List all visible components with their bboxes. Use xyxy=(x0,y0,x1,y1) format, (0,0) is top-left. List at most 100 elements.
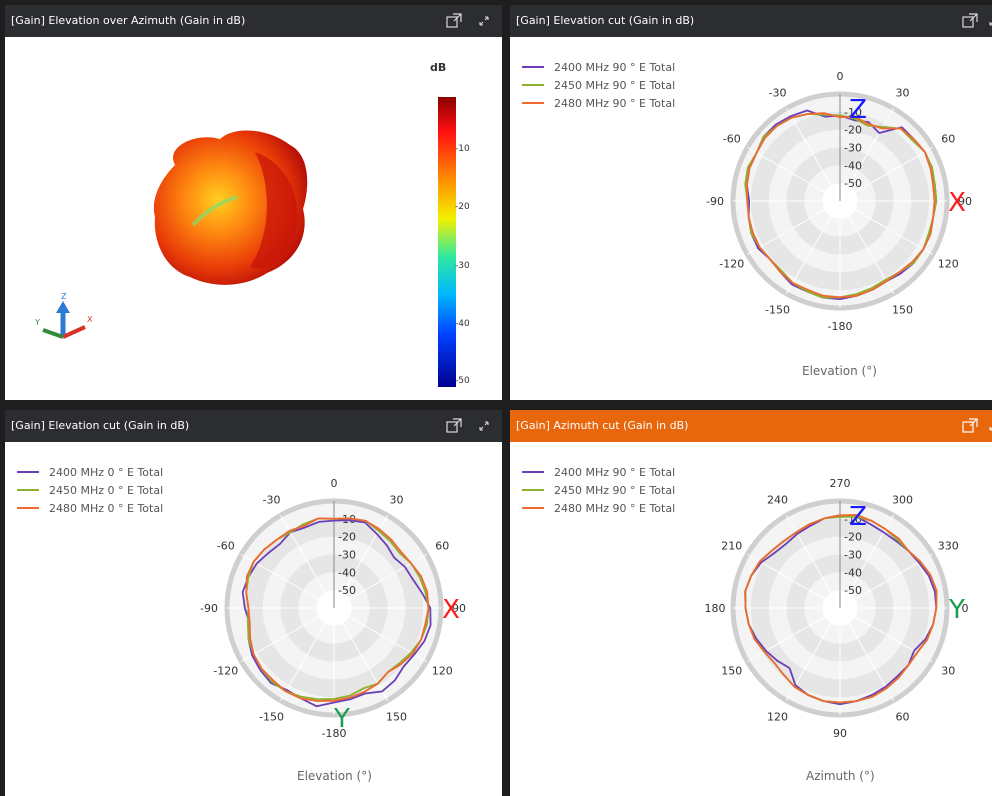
popout-icon[interactable] xyxy=(444,11,464,31)
legend-item[interactable]: 2480 MHz 90 ° E Total xyxy=(522,499,675,517)
angle-tick-label: 0 xyxy=(837,70,844,83)
polar-spoke xyxy=(747,554,841,609)
axis-caption: Elevation (°) xyxy=(297,769,372,783)
angle-tick-label: -120 xyxy=(719,258,744,271)
polar-spoke xyxy=(333,607,388,701)
legend-item[interactable]: 2400 MHz 90 ° E Total xyxy=(522,463,675,481)
axis-letter: Y xyxy=(948,595,965,625)
triad-z-label: Z xyxy=(61,292,67,301)
legend-item[interactable]: 2480 MHz 90 ° E Total xyxy=(522,94,675,112)
angle-tick-label: -60 xyxy=(217,540,235,553)
radial-tick-label: -50 xyxy=(844,177,862,190)
angle-tick-label: 90 xyxy=(833,727,847,740)
radial-tick-label: -40 xyxy=(844,566,862,579)
panel-title: [Gain] Elevation over Azimuth (Gain in d… xyxy=(11,14,246,27)
angle-tick-label: 60 xyxy=(435,540,449,553)
expand-icon[interactable] xyxy=(984,416,992,436)
angle-tick-label: 330 xyxy=(938,540,959,553)
angle-tick-label: 120 xyxy=(432,665,453,678)
polar-spoke xyxy=(747,607,841,662)
polar-spoke xyxy=(747,200,841,255)
legend-item[interactable]: 2450 MHz 90 ° E Total xyxy=(522,481,675,499)
panel-titlebar: [Gain] Elevation cut (Gain in dB) xyxy=(5,410,502,442)
colorbar-tick: -30 xyxy=(455,261,470,271)
legend-item[interactable]: 2450 MHz 90 ° E Total xyxy=(522,76,675,94)
angle-tick-label: 30 xyxy=(941,665,955,678)
angle-tick-label: -120 xyxy=(213,665,238,678)
panel-title: [Gain] Elevation cut (Gain in dB) xyxy=(11,419,190,432)
angle-tick-label: 300 xyxy=(892,494,913,507)
expand-icon[interactable] xyxy=(984,11,992,31)
angle-tick-label: 150 xyxy=(892,303,913,316)
radial-tick-label: -30 xyxy=(338,549,356,562)
popout-icon[interactable] xyxy=(444,416,464,436)
legend-item[interactable]: 2400 MHz 90 ° E Total xyxy=(522,58,675,76)
colorbar-tick: -40 xyxy=(455,319,470,329)
colorbar-tick: -50 xyxy=(455,376,470,386)
angle-tick-label: -60 xyxy=(723,133,741,146)
series-line[interactable] xyxy=(744,514,938,704)
popout-icon[interactable] xyxy=(960,416,980,436)
radial-tick-label: -20 xyxy=(844,531,862,544)
polar-spoke xyxy=(839,147,933,202)
polar-spoke xyxy=(839,554,933,609)
triad-y-label: Y xyxy=(35,318,40,327)
panel-titlebar: [Gain] Elevation cut (Gain in dB) xyxy=(510,5,992,37)
panel-3d-pattern: [Gain] Elevation over Azimuth (Gain in d… xyxy=(5,5,502,400)
series-line[interactable] xyxy=(744,514,938,706)
polar-spoke xyxy=(786,515,841,609)
angle-tick-label: 0 xyxy=(962,602,969,615)
axis-letter: Z xyxy=(849,502,867,532)
angle-tick-label: -30 xyxy=(263,494,281,507)
polar-spoke xyxy=(839,200,894,294)
polar-spoke xyxy=(839,200,933,255)
panel-titlebar: [Gain] Elevation over Azimuth (Gain in d… xyxy=(5,5,502,37)
polar-chart[interactable]: 0306090120150-180-150-120-90-60-30-10-20… xyxy=(5,442,502,796)
radial-tick-label: -50 xyxy=(844,584,862,597)
legend-item[interactable]: 2450 MHz 0 ° E Total xyxy=(17,481,163,499)
polar-spoke xyxy=(747,147,841,202)
panel-titlebar: [Gain] Azimuth cut (Gain in dB) xyxy=(510,410,992,442)
angle-tick-label: -180 xyxy=(828,320,853,333)
legend-item[interactable]: 2400 MHz 0 ° E Total xyxy=(17,463,163,481)
radial-tick-label: -10 xyxy=(844,106,862,119)
panel-title: [Gain] Elevation cut (Gain in dB) xyxy=(516,14,695,27)
series-line[interactable] xyxy=(241,519,432,708)
colorbar-tick: -10 xyxy=(455,144,470,154)
polar-spoke xyxy=(839,515,894,609)
angle-tick-label: 30 xyxy=(390,494,404,507)
angle-tick-label: 150 xyxy=(721,665,742,678)
polar-spoke xyxy=(241,607,335,662)
series-line[interactable] xyxy=(245,517,430,703)
panel-azimuth-cut: [Gain] Azimuth cut (Gain in dB) 2400 MHz… xyxy=(510,410,992,796)
angle-tick-label: -90 xyxy=(706,195,724,208)
axis-triad xyxy=(42,301,86,339)
radial-tick-label: -30 xyxy=(844,142,862,155)
radial-tick-label: -30 xyxy=(844,549,862,562)
polar-chart[interactable]: 0306090120150-180-150-120-90-60-30-10-20… xyxy=(510,37,992,400)
legend-item[interactable]: 2480 MHz 0 ° E Total xyxy=(17,499,163,517)
polar-spoke xyxy=(786,200,841,294)
radial-tick-label: -50 xyxy=(338,584,356,597)
panel-elevation-cut-90: [Gain] Elevation cut (Gain in dB) 2400 M… xyxy=(510,5,992,400)
expand-icon[interactable] xyxy=(474,416,494,436)
angle-tick-label: 180 xyxy=(705,602,726,615)
axis-letter: Z xyxy=(849,95,867,125)
expand-icon[interactable] xyxy=(474,11,494,31)
series-line[interactable] xyxy=(745,112,936,299)
pattern-3d-view[interactable] xyxy=(5,37,502,400)
colorbar xyxy=(438,97,456,387)
angle-tick-label: 120 xyxy=(767,710,788,723)
polar-spoke xyxy=(839,607,894,701)
axis-caption: Azimuth (°) xyxy=(806,769,875,783)
polar-chart[interactable]: 2703003300306090120150180210240-10-20-30… xyxy=(510,442,992,796)
angle-tick-label: 60 xyxy=(896,710,910,723)
axis-letter: X xyxy=(442,595,460,625)
polar-spoke xyxy=(280,607,335,701)
popout-icon[interactable] xyxy=(960,11,980,31)
panel-elevation-cut-0: [Gain] Elevation cut (Gain in dB) 2400 M… xyxy=(5,410,502,796)
angle-tick-label: -150 xyxy=(765,303,790,316)
polar-spoke xyxy=(839,108,894,202)
axis-letter: X xyxy=(948,188,966,218)
angle-tick-label: 150 xyxy=(386,710,407,723)
